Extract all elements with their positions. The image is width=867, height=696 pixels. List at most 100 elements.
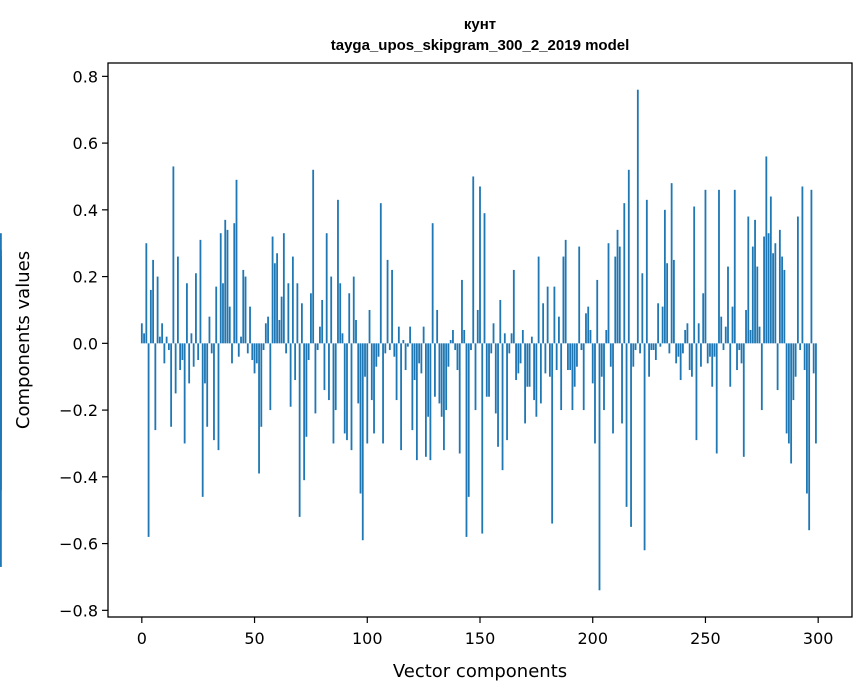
bar-136: [447, 343, 450, 367]
bar-204: [600, 343, 603, 377]
bar-148: [474, 343, 477, 411]
bar-279: [769, 196, 772, 344]
x-tick-label: 300: [803, 629, 834, 648]
bar-99: [364, 343, 366, 377]
bar-163: [508, 343, 511, 354]
bar-98: [361, 343, 364, 541]
bar-198: [587, 306, 590, 344]
y-tick-label: 0.8: [73, 67, 98, 86]
bar-70: [298, 343, 301, 517]
bar-293: [801, 186, 804, 344]
bar-129: [431, 223, 434, 344]
bar-14: [172, 166, 175, 344]
bar-91: [346, 343, 348, 441]
y-tick-label: 0.6: [73, 134, 98, 153]
bar-253: [711, 343, 714, 387]
bar-53: [260, 343, 263, 427]
bar-243: [688, 343, 691, 371]
bar-96: [357, 343, 360, 404]
bar-126: [424, 343, 427, 457]
bar-undefined: [0, 343, 2, 567]
bar-149: [476, 309, 479, 344]
bar-172: [528, 343, 531, 387]
bar-237: [675, 343, 678, 364]
bar-78: [316, 343, 319, 351]
bar-31: [210, 343, 213, 354]
bar-259: [724, 326, 727, 344]
bar-203: [598, 343, 601, 591]
bar-141: [458, 343, 461, 454]
y-axis-ticks: −0.8 −0.6 −0.4 −0.2 0.0 0.2 0.4 0.6 0.8: [59, 67, 108, 620]
bar-87: [337, 199, 339, 344]
bar-57: [269, 343, 272, 411]
bar-228: [654, 343, 657, 361]
bar-194: [578, 246, 581, 344]
bar-260: [727, 266, 729, 344]
bar-50: [253, 343, 256, 374]
bar-85: [332, 343, 335, 444]
bar-230: [659, 343, 662, 347]
bar-67: [291, 256, 294, 344]
bar-152: [483, 213, 486, 344]
bar-15: [174, 343, 177, 394]
bar-16: [176, 256, 179, 344]
bar-285: [783, 269, 786, 344]
bar-177: [539, 343, 542, 404]
bar-108: [384, 343, 387, 354]
bar-29: [206, 343, 209, 427]
bar-182: [551, 343, 554, 524]
bar-255: [715, 343, 718, 454]
bar-241: [684, 329, 687, 344]
bar-86: [334, 343, 337, 411]
bar-184: [555, 343, 558, 371]
x-tick-label: 150: [465, 629, 496, 648]
bar-109: [386, 259, 389, 344]
y-tick-label: 0.4: [73, 201, 98, 220]
bar-229: [657, 303, 660, 344]
bar-153: [485, 343, 488, 397]
bar-220: [636, 89, 639, 344]
bar-233: [666, 263, 669, 344]
bar-21: [188, 343, 191, 384]
bar-156: [492, 323, 495, 344]
bar-62: [280, 296, 283, 344]
bar-116: [402, 340, 405, 344]
bar-47: [246, 343, 249, 354]
bar-169: [521, 329, 524, 344]
bar-190: [569, 343, 572, 371]
bar-94: [352, 276, 355, 344]
bar-111: [391, 269, 393, 344]
bar-37: [224, 219, 227, 344]
bar-107: [382, 343, 384, 444]
bar-271: [751, 246, 754, 344]
bar-164: [510, 333, 513, 344]
bar-127: [427, 343, 430, 417]
bar-180: [546, 286, 549, 344]
bar-132: [438, 343, 441, 404]
bar-118: [406, 343, 409, 347]
bar-287: [787, 343, 790, 444]
bar-223: [643, 343, 646, 551]
bar-213: [621, 343, 623, 424]
bar-174: [533, 343, 536, 401]
bar-197: [585, 313, 587, 344]
bar-185: [558, 316, 560, 344]
bar-186: [560, 343, 563, 411]
bar-124: [420, 343, 423, 374]
bar-245: [693, 206, 696, 344]
bar-43: [237, 343, 240, 357]
bar-167: [517, 343, 520, 374]
bar-13: [170, 343, 173, 427]
bar-205: [603, 343, 605, 411]
bar-69: [296, 283, 299, 344]
bar-58: [271, 236, 274, 344]
x-axis-ticks: 0 50 100 150 200 250 300: [137, 617, 834, 648]
bar-63: [282, 233, 285, 344]
bar-217: [630, 343, 632, 527]
bar-55: [264, 323, 267, 344]
bar-159: [499, 299, 502, 344]
bar-235: [670, 183, 673, 344]
bar-268: [745, 309, 747, 344]
bar-257: [720, 316, 723, 344]
bar-248: [700, 343, 702, 367]
